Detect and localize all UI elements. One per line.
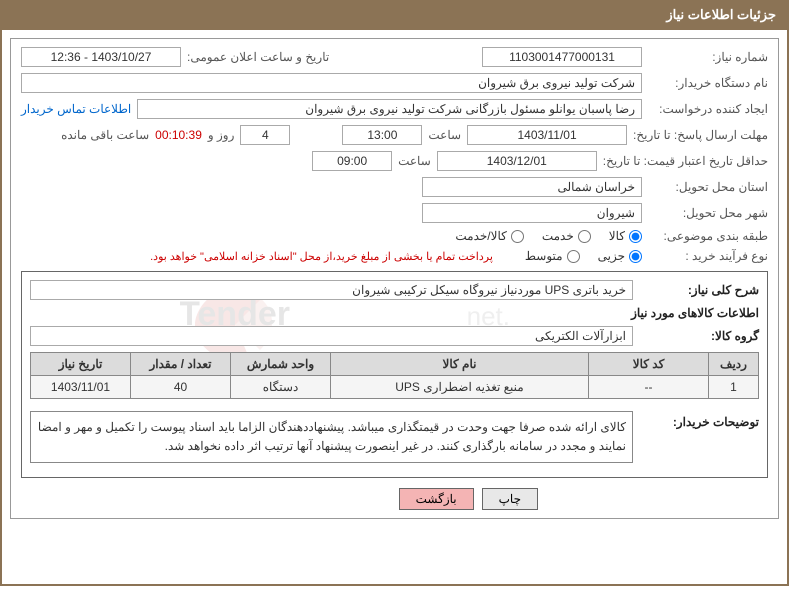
countdown-text: 00:10:39 [155,128,202,142]
contact-link[interactable]: اطلاعات تماس خریدار [21,102,131,116]
payment-note: پرداخت تمام یا بخشی از مبلغ خرید،از محل … [150,250,493,263]
table-header-row: ردیف کد کالا نام کالا واحد شمارش تعداد /… [31,353,759,376]
desc-field: خرید باتری UPS موردنیاز نیروگاه سیکل ترک… [30,280,633,300]
time-label-1: ساعت [428,128,461,142]
province-field: خراسان شمالی [422,177,642,197]
panel-body: شماره نیاز: 1103001477000131 تاریخ و ساع… [0,30,789,586]
validity-date-field: 1403/12/01 [437,151,597,171]
td-row: 1 [709,376,759,399]
th-date: تاریخ نیاز [31,353,131,376]
goods-table: ردیف کد کالا نام کالا واحد شمارش تعداد /… [30,352,759,399]
row-province: استان محل تحویل: خراسان شمالی [21,177,768,197]
td-date: 1403/11/01 [31,376,131,399]
td-qty: 40 [131,376,231,399]
need-number-field: 1103001477000131 [482,47,642,67]
time-label-2: ساعت [398,154,431,168]
buyer-notes-box: کالای ارائه شده صرفا جهت وحدت در قیمتگذا… [30,411,633,463]
category-label: طبقه بندی موضوعی: [648,229,768,243]
deadline-time-field: 13:00 [342,125,422,145]
need-description-section: شرح کلی نیاز: خرید باتری UPS موردنیاز نی… [21,271,768,478]
td-name: منبع تغذیه اضطراری UPS [331,376,589,399]
category-radio-group: کالا خدمت کالا/خدمت [455,229,642,243]
desc-label: شرح کلی نیاز: [639,283,759,297]
deadline-label: مهلت ارسال پاسخ: تا تاریخ: [633,128,768,142]
row-buyer-org: نام دستگاه خریدار: شرکت تولید نیروی برق … [21,73,768,93]
announce-label: تاریخ و ساعت اعلان عمومی: [187,50,329,64]
row-city: شهر محل تحویل: شیروان [21,203,768,223]
td-code: -- [589,376,709,399]
radio-minor[interactable]: جزیی [598,249,642,263]
th-name: نام کالا [331,353,589,376]
panel-header: جزئیات اطلاعات نیاز [0,0,789,30]
buyer-org-field: شرکت تولید نیروی برق شیروان [21,73,642,93]
requester-label: ایجاد کننده درخواست: [648,102,768,116]
city-field: شیروان [422,203,642,223]
remain-label: ساعت باقی مانده [61,128,149,142]
days-left-field: 4 [240,125,290,145]
validity-time-field: 09:00 [312,151,392,171]
row-category: طبقه بندی موضوعی: کالا خدمت کالا/خدمت [21,229,768,243]
city-label: شهر محل تحویل: [648,206,768,220]
th-code: کد کالا [589,353,709,376]
row-validity: حداقل تاریخ اعتبار قیمت: تا تاریخ: 1403/… [21,151,768,171]
table-row: 1 -- منبع تغذیه اضطراری UPS دستگاه 40 14… [31,376,759,399]
purchase-type-label: نوع فرآیند خرید : [648,249,768,263]
back-button[interactable]: بازگشت [399,488,474,510]
need-number-label: شماره نیاز: [648,50,768,64]
row-requester: ایجاد کننده درخواست: رضا پاسبان یوانلو م… [21,99,768,119]
deadline-date-field: 1403/11/01 [467,125,627,145]
form-container: شماره نیاز: 1103001477000131 تاریخ و ساع… [10,38,779,519]
radio-goods[interactable]: کالا [609,229,642,243]
buyer-org-label: نام دستگاه خریدار: [648,76,768,90]
buyer-notes-label: توضیحات خریدار: [639,405,759,429]
td-unit: دستگاه [231,376,331,399]
goods-group-label: گروه کالا: [639,329,759,343]
requester-field: رضا پاسبان یوانلو مسئول بازرگانی شرکت تو… [137,99,642,119]
row-purchase-type: نوع فرآیند خرید : جزیی متوسط پرداخت تمام… [21,249,768,263]
button-row: چاپ بازگشت [21,488,768,510]
province-label: استان محل تحویل: [648,180,768,194]
radio-medium[interactable]: متوسط [525,249,580,263]
row-goods-group: گروه کالا: ابزارآلات الکتریکی [30,326,759,346]
th-unit: واحد شمارش [231,353,331,376]
row-need-number: شماره نیاز: 1103001477000131 تاریخ و ساع… [21,47,768,67]
row-desc: شرح کلی نیاز: خرید باتری UPS موردنیاز نی… [30,280,759,300]
th-qty: تعداد / مقدار [131,353,231,376]
panel-title: جزئیات اطلاعات نیاز [666,7,776,22]
print-button[interactable]: چاپ [482,488,538,510]
radio-service[interactable]: خدمت [542,229,591,243]
row-buyer-notes: توضیحات خریدار: کالای ارائه شده صرفا جهت… [30,405,759,463]
goods-group-field: ابزارآلات الکتریکی [30,326,633,346]
row-deadline: مهلت ارسال پاسخ: تا تاریخ: 1403/11/01 سا… [21,125,768,145]
announce-field: 1403/10/27 - 12:36 [21,47,181,67]
validity-label: حداقل تاریخ اعتبار قیمت: تا تاریخ: [603,154,768,168]
th-row: ردیف [709,353,759,376]
row-goods-info: اطلاعات کالاهای مورد نیاز [30,306,759,320]
purchase-radio-group: جزیی متوسط [525,249,642,263]
goods-info-label: اطلاعات کالاهای مورد نیاز [631,306,759,320]
days-and-label: روز و [208,128,235,142]
radio-goods-service[interactable]: کالا/خدمت [455,229,523,243]
